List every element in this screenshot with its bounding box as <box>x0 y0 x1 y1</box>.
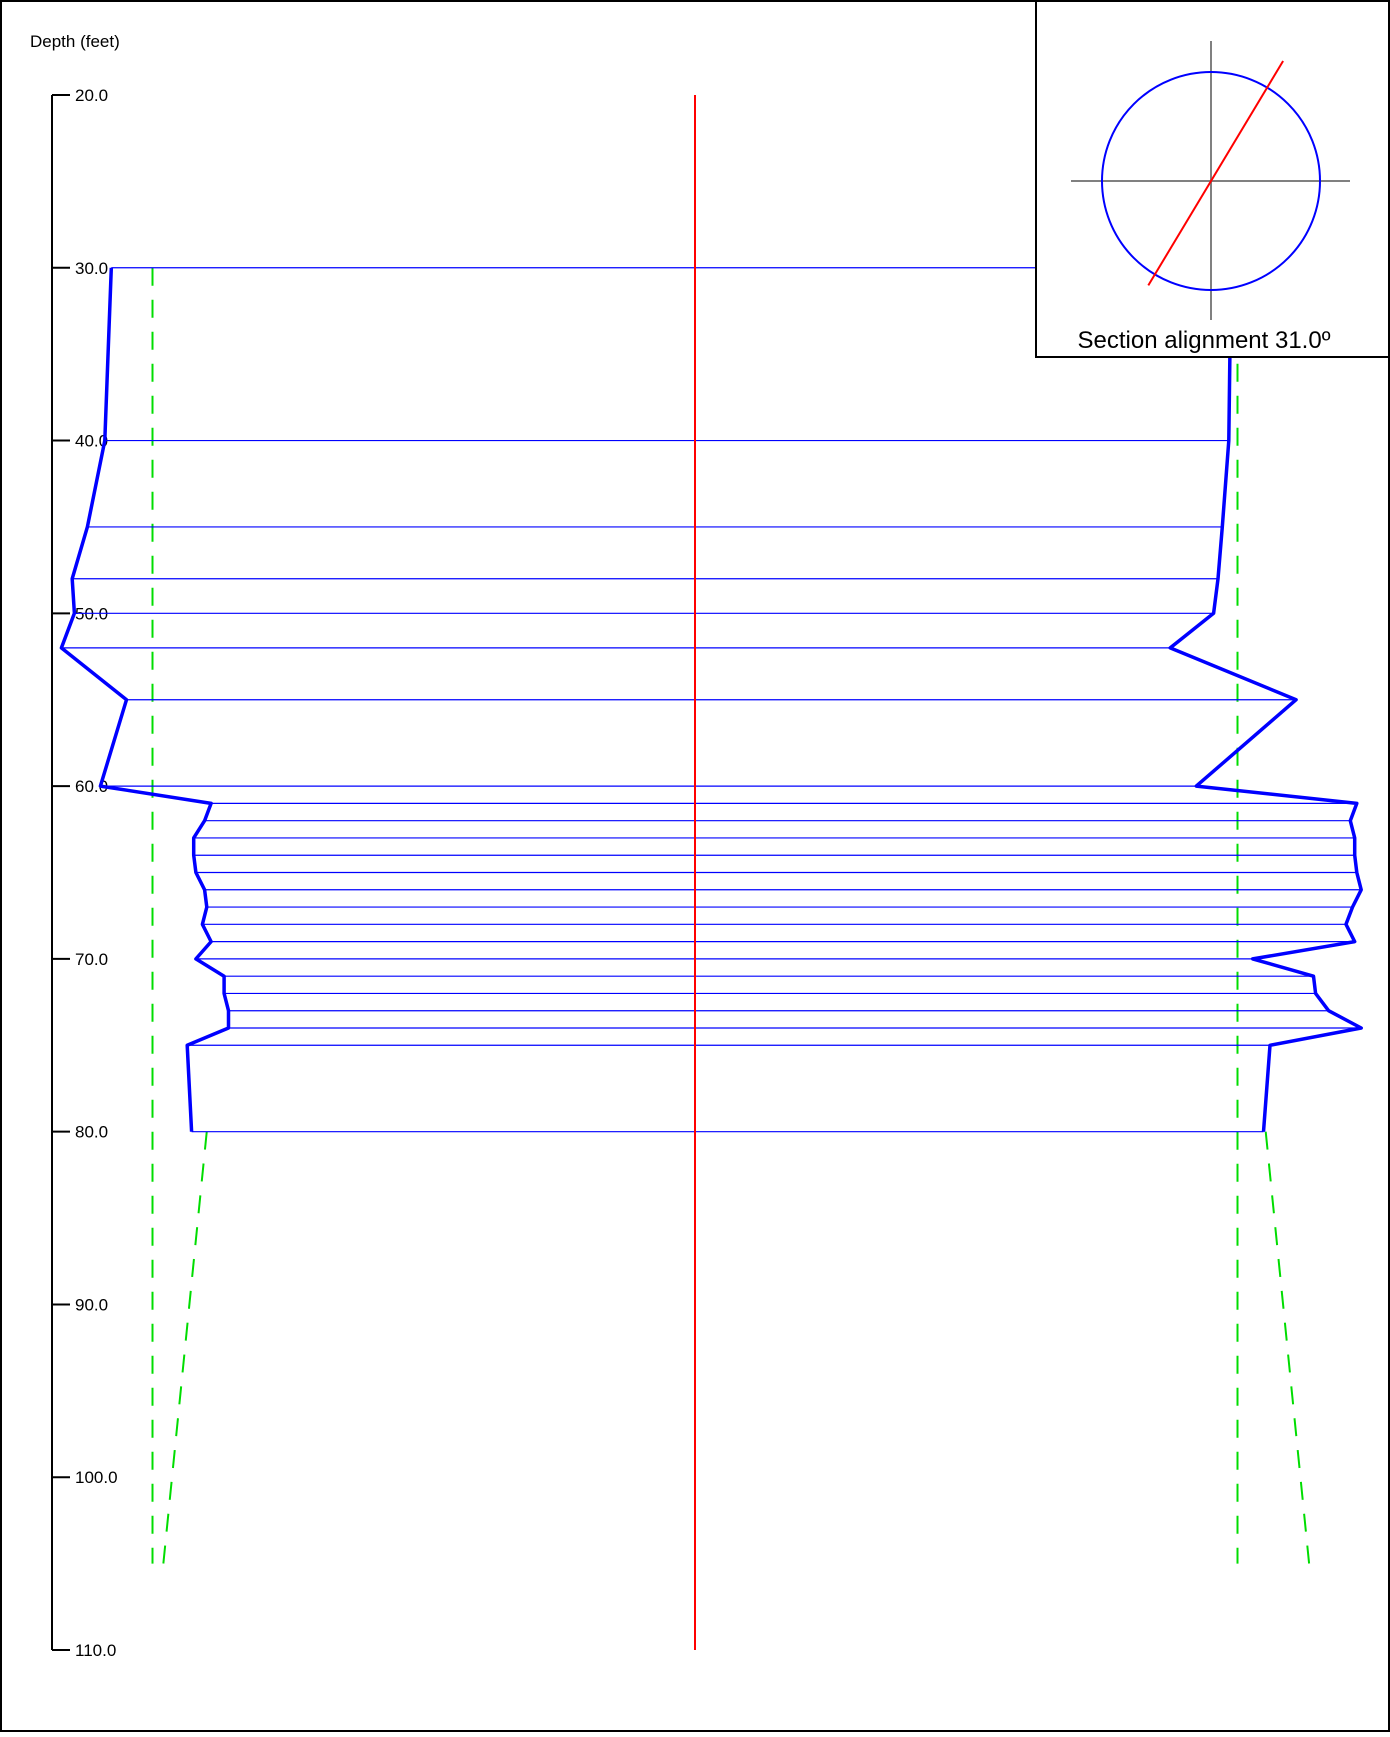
design-left-line <box>162 1131 208 1564</box>
y-axis-title: Depth (feet) <box>30 32 120 51</box>
y-tick-label: 110.0 <box>75 1641 116 1660</box>
alignment-circle <box>1101 71 1321 291</box>
y-tick-label: 100.0 <box>75 1468 118 1487</box>
y-tick-label: 20.0 <box>75 86 108 105</box>
profile-rungs <box>61 267 1362 1133</box>
y-tick-label: 70.0 <box>75 950 108 969</box>
y-tick-label: 90.0 <box>75 1295 108 1314</box>
design-right-line <box>1264 1131 1311 1564</box>
profile-right-wall <box>1168 267 1363 1132</box>
profile-left-wall <box>59 267 231 1132</box>
y-tick-label: 80.0 <box>75 1123 108 1142</box>
y-tick-label: 60.0 <box>75 777 108 796</box>
y-tick-label: 30.0 <box>75 259 108 278</box>
y-axis-ticks: 20.030.040.050.060.070.080.090.0100.0110… <box>52 86 118 1660</box>
alignment-line <box>1147 60 1284 286</box>
y-tick-label: 40.0 <box>75 432 108 451</box>
design-outline <box>151 267 1311 1564</box>
section-alignment-inset: Section alignment 31.0º <box>1035 0 1390 358</box>
inset-caption: Section alignment 31.0º <box>1078 327 1331 354</box>
